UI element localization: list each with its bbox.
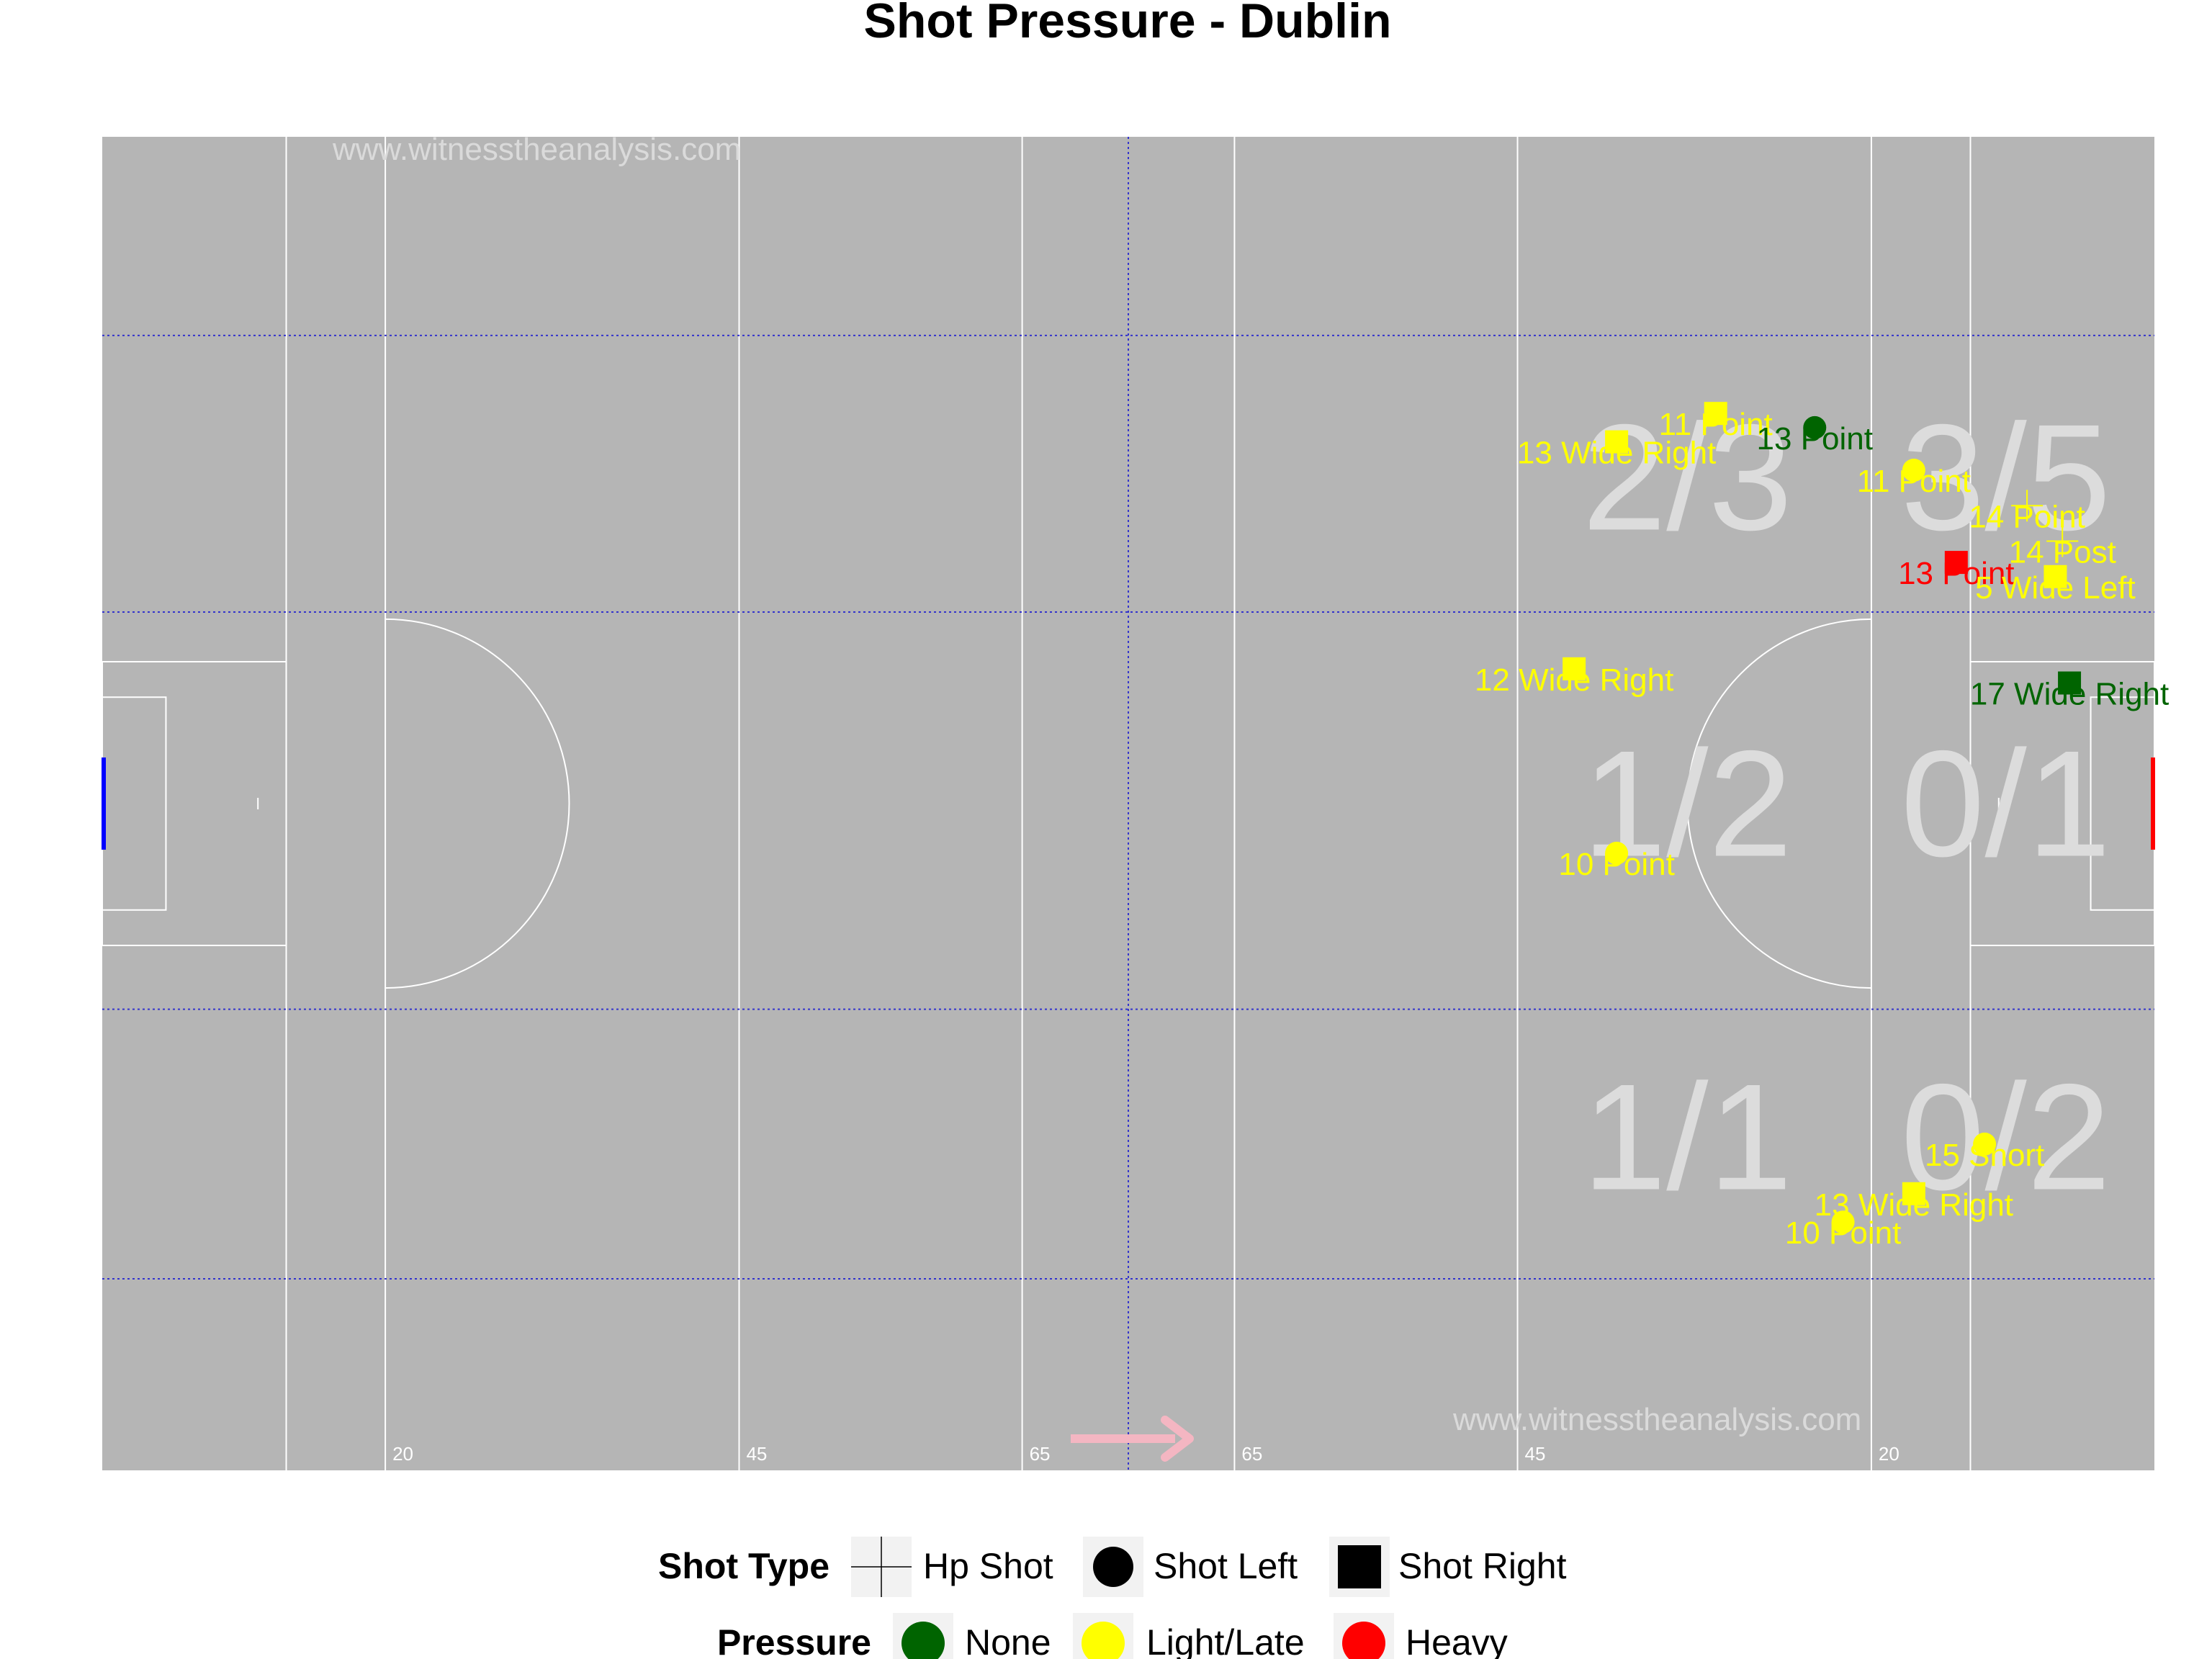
shot-point-10 [1605, 841, 1629, 865]
pitch-marking-2: 65 [1030, 1443, 1051, 1465]
legend-pressure-label-1: Light/Late [1146, 1622, 1305, 1659]
legend-key-hp-shot [851, 1537, 912, 1597]
shot-label-10: 10 Point [1558, 847, 1674, 882]
shot-point-11 [1973, 1132, 1997, 1156]
legend-shot-type-label-2: Shot Right [1398, 1546, 1567, 1586]
shot-label-6: 13 Point [1898, 556, 2014, 591]
shot-point-3 [1902, 459, 1925, 482]
shot-label-4: 14 Point [1969, 499, 2085, 534]
legend-key-shot-right [1338, 1545, 1381, 1588]
shot-point-0 [1704, 402, 1727, 426]
shot-label-5: 14 Post [2009, 535, 2116, 570]
legend-shot-type-label-0: Hp Shot [923, 1546, 1053, 1586]
legend: Shot Type Hp Shot Shot Left Shot Right Press… [658, 1537, 1567, 1659]
shot-label-9: 17 Wide Right [1970, 677, 2169, 712]
legend-pressure-label-2: Heavy [1406, 1622, 1508, 1659]
legend-pressure-title: Pressure [717, 1622, 871, 1659]
pitch-marking-4: 45 [1525, 1443, 1546, 1465]
shot-point-6 [1944, 551, 1968, 575]
zone-ratio-4: 1/1 [1582, 1053, 1792, 1222]
shot-point-1 [1803, 415, 1827, 439]
shot-label-8: 12 Wide Right [1475, 662, 1673, 698]
shot-point-9 [2058, 671, 2082, 695]
watermark-bottom: www.witnesstheanalysis.com [1452, 1402, 1861, 1437]
watermark-top: www.witnesstheanalysis.com [332, 132, 741, 167]
zone-ratio-5: 0/2 [1901, 1053, 2111, 1222]
zone-ratio-3: 0/1 [1901, 719, 2111, 889]
pitch-marking-3: 65 [1241, 1443, 1262, 1465]
chart-title: Shot Pressure - Dublin [864, 0, 1392, 48]
shot-point-4 [2011, 490, 2044, 522]
legend-key-pressure-0 [902, 1622, 945, 1659]
arc-right [1686, 618, 1871, 989]
shot-label-7: 5 Wide Left [1975, 570, 2136, 606]
shot-label-2: 13 Wide Right [1517, 436, 1716, 471]
legend-key-shot-left [1093, 1547, 1133, 1587]
shot-label-1: 13 Point [1757, 421, 1873, 457]
shot-point-8 [1563, 657, 1586, 680]
shot-point-5 [2046, 525, 2079, 557]
legend-pressure-label-0: None [965, 1622, 1051, 1659]
shot-label-3: 11 Point [1857, 464, 1971, 499]
zone-ratios: 2/3 3/51/2 0/11/1 0/2 [1582, 392, 2110, 1221]
shot-label-13: 10 Point [1785, 1215, 1901, 1251]
legend-key-pressure-2 [1342, 1622, 1385, 1659]
pitch-marking-0: 20 [392, 1443, 413, 1465]
shot-point-7 [2044, 565, 2067, 588]
shot-point-2 [1605, 430, 1629, 454]
zone-ratio-1: 3/5 [1901, 392, 2111, 562]
attack-direction-arrow-head [1161, 1416, 1194, 1462]
legend-shot-type-label-1: Shot Left [1154, 1546, 1298, 1586]
legend-key-pressure-1 [1082, 1622, 1125, 1659]
pitch-marking-1: 45 [746, 1443, 767, 1465]
shot-label-0: 11 Point [1659, 407, 1773, 442]
legend-shot-type-title: Shot Type [658, 1546, 830, 1586]
pitch-marking-5: 20 [1879, 1443, 1899, 1465]
shot-point-12 [1902, 1182, 1925, 1205]
shot-label-11: 15 Short [1925, 1138, 2044, 1173]
zone-ratio-0: 2/3 [1582, 392, 1792, 562]
pitch: 20 45 65 65 45 20 www.witnesstheanalysis.com ww… [102, 132, 2156, 1470]
shot-point-13 [1831, 1210, 1855, 1234]
arc-left [385, 618, 570, 989]
